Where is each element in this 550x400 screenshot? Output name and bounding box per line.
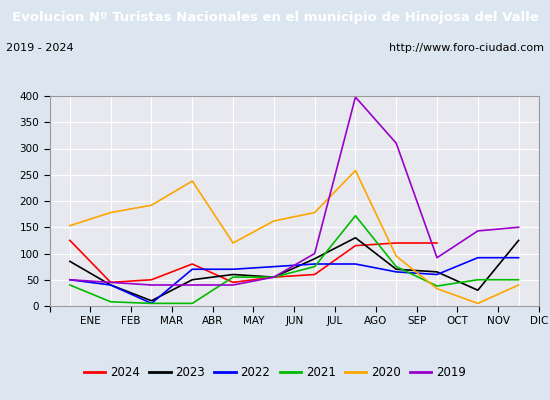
Text: Evolucion Nº Turistas Nacionales en el municipio de Hinojosa del Valle: Evolucion Nº Turistas Nacionales en el m…: [12, 10, 538, 24]
Legend: 2024, 2023, 2022, 2021, 2020, 2019: 2024, 2023, 2022, 2021, 2020, 2019: [79, 362, 471, 384]
Text: http://www.foro-ciudad.com: http://www.foro-ciudad.com: [389, 43, 544, 53]
Text: 2019 - 2024: 2019 - 2024: [6, 43, 73, 53]
